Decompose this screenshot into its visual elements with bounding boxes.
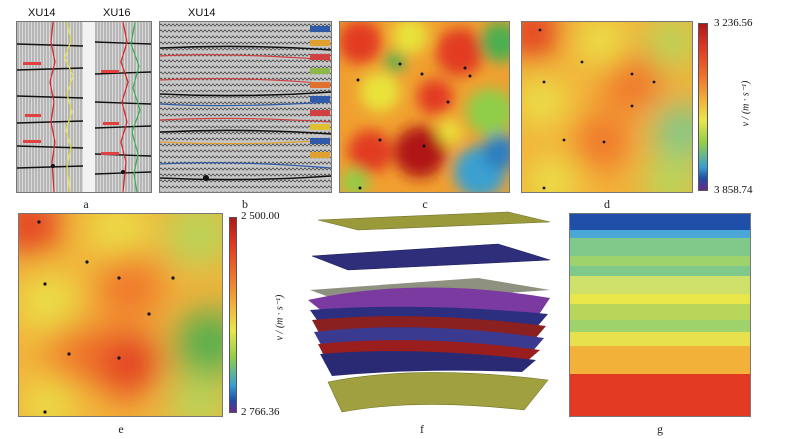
panel-g-layered-model [569, 213, 751, 417]
colorbar-bottom-max: 2 500.00 [241, 210, 280, 222]
panel-f-axis-label: v / (m · s⁻¹) [274, 294, 286, 341]
panel-b-seismic-section [159, 21, 332, 193]
panel-e-velocity-map [18, 213, 223, 417]
colorbar-bottom-min: 2 766.36 [241, 406, 280, 418]
panel-e-map [19, 214, 222, 416]
panel-label-f: f [420, 422, 424, 436]
panel-g-layers [570, 214, 750, 416]
panel-c-velocity-map [339, 21, 510, 193]
panel-label-g: g [657, 422, 663, 436]
colorbar-top-min: 3 858.74 [714, 184, 753, 196]
panel-label-b: b [242, 197, 248, 211]
panel-label-c: c [422, 197, 428, 211]
panel-f-3d-surfaces [288, 206, 556, 418]
panel-b-traces [159, 22, 332, 192]
well-label-xu14-b: XU14 [188, 7, 216, 19]
well-label-xu16-a: XU16 [103, 7, 131, 19]
panel-label-a: a [83, 197, 89, 211]
panel-a-seismic-well-tie [16, 21, 152, 193]
colorbar-top-max: 3 236.56 [714, 17, 753, 29]
panel-f-surfaces [308, 211, 551, 413]
panel-a-traces [16, 21, 152, 193]
panel-c-map [340, 22, 509, 192]
colorbar-top [698, 23, 708, 191]
colorbar-top-axis-label: v / (m · s⁻¹) [740, 80, 752, 127]
panel-d-map [522, 22, 692, 192]
panel-label-e: e [118, 422, 124, 436]
panel-d-velocity-map [521, 21, 693, 193]
panel-label-d: d [604, 197, 610, 211]
colorbar-bottom [229, 217, 237, 413]
well-label-xu14-a: XU14 [28, 7, 56, 19]
